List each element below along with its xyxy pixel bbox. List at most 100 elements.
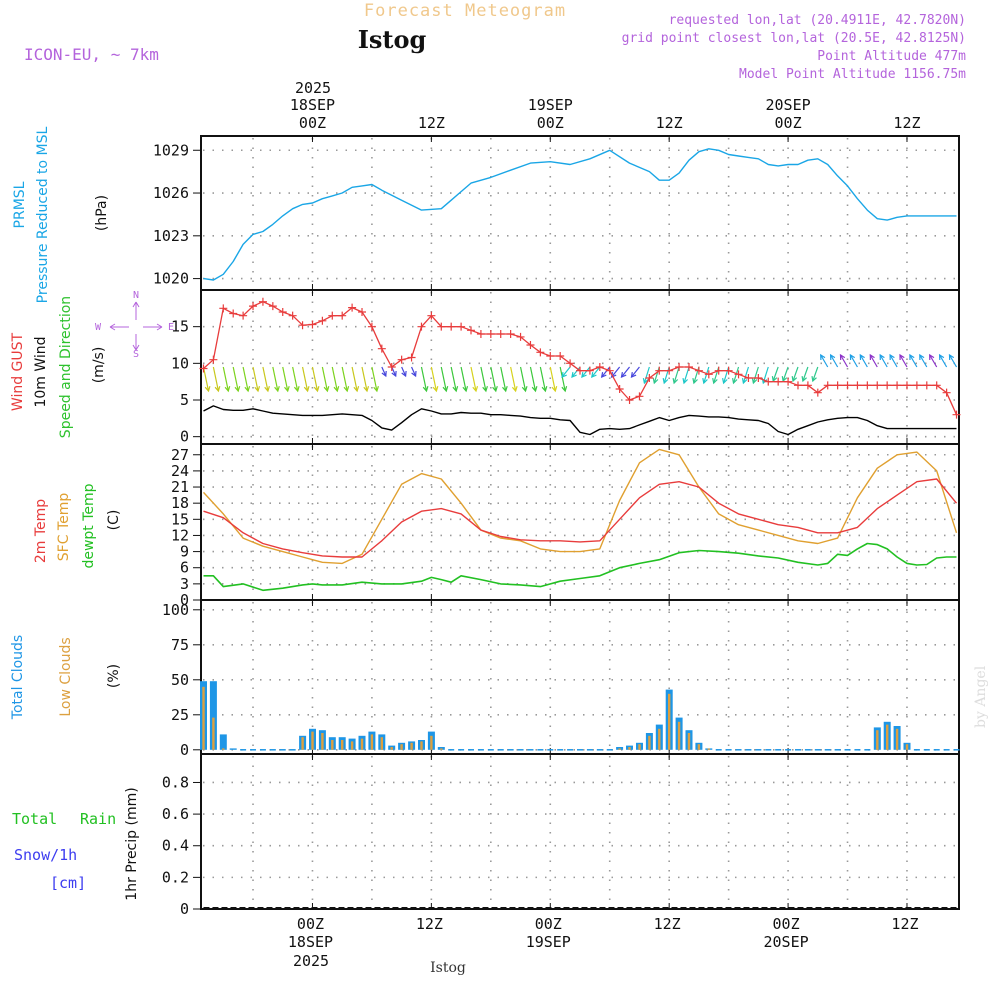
wind-gust-marker	[684, 363, 693, 371]
wind-gust-marker	[476, 330, 485, 338]
wind-direction-arrow	[840, 354, 849, 368]
low-cloud-bar	[687, 733, 691, 750]
wind-arrow-head	[214, 386, 221, 393]
wind-gust-marker	[278, 308, 287, 316]
wind-arrow-head	[801, 376, 807, 383]
y-tick-label: 0.4	[162, 837, 189, 855]
wind-arrow-head	[274, 386, 280, 393]
wind-direction-arrow	[601, 366, 611, 378]
wind-arrow-head	[630, 372, 637, 378]
wind-arrow-head	[811, 376, 817, 383]
y-tick-label: 1023	[153, 227, 189, 245]
wind-gust-marker	[209, 355, 218, 364]
wind-direction-arrow	[849, 354, 858, 368]
bottom-year-label: 2025	[293, 952, 329, 970]
wind-gust-marker	[229, 309, 238, 318]
wind-gust-marker	[813, 388, 822, 397]
wind-arrow-head	[600, 371, 607, 378]
total-cloud-bar	[229, 748, 237, 750]
temp-units: (C)	[106, 510, 122, 531]
wind-gust-marker	[457, 322, 466, 331]
wind-direction-arrow	[621, 366, 631, 378]
wind-arrow-head	[722, 377, 728, 385]
wind-speed-dir-label: Speed and Direction	[58, 296, 74, 438]
bottom-hour-label: 00Z	[297, 915, 324, 933]
wind-arrow-head	[652, 377, 659, 385]
wind-gust-marker	[536, 348, 545, 357]
wind-gust-marker	[377, 344, 386, 353]
precip-rain-label: Rain	[80, 810, 116, 828]
footer-location: Istog	[430, 960, 466, 976]
wind-direction-arrow	[673, 366, 680, 384]
low-cloud-bar	[697, 744, 701, 750]
wind-direction-arrow	[742, 366, 750, 384]
y-tick-label: 6	[180, 559, 189, 577]
wind-units: (m/s)	[91, 347, 107, 384]
low-cloud-bar	[350, 741, 354, 750]
wind-arrow-head	[521, 386, 528, 393]
pressure-label-prmsl: PRMSL	[12, 181, 28, 228]
wind-gust-marker	[764, 377, 773, 386]
wind-arrow-head	[829, 353, 836, 361]
wind-arrow-head	[234, 386, 241, 393]
sfc-temp-line	[202, 448, 958, 565]
y-tick-label: 1026	[153, 184, 189, 202]
wind-direction-arrow	[272, 366, 279, 392]
clouds-total-label: Total Clouds	[10, 635, 26, 720]
wind-arrow-head	[333, 386, 340, 393]
wind-arrow-head	[839, 353, 846, 361]
wind-speed-line	[203, 405, 957, 436]
wind-direction-arrow	[939, 354, 948, 368]
top-day-label: 19SEP	[528, 96, 573, 114]
wind-gust-marker	[566, 359, 575, 368]
low-cloud-bar	[876, 730, 879, 750]
total-cloud-bar	[219, 734, 227, 750]
wind-direction-arrow	[430, 366, 437, 392]
low-cloud-bar	[905, 744, 909, 750]
wind-arrow-head	[353, 386, 360, 393]
y-tick-label: 1020	[153, 270, 189, 288]
wind-gust-marker	[863, 381, 872, 390]
wind-gust-marker	[516, 332, 525, 341]
wind-gust-marker	[744, 374, 753, 382]
clouds-units: (%)	[106, 664, 122, 688]
y-tick-label: 15	[171, 318, 189, 336]
low-cloud-bar	[440, 748, 443, 750]
wind-direction-arrow	[752, 366, 759, 384]
bottom-hour-label: 00Z	[535, 915, 562, 933]
temp-dew-label: dewpt Temp	[81, 483, 97, 568]
wind-gust-marker	[387, 363, 396, 371]
top-hour-label: 12Z	[418, 114, 445, 132]
wind-arrow-head	[771, 376, 778, 383]
low-cloud-bar	[886, 724, 889, 750]
wind-gust-marker	[873, 381, 882, 390]
wind-arrow-head	[551, 386, 558, 393]
wind-arrow-head	[879, 353, 885, 361]
wind-gust-marker	[675, 363, 684, 371]
low-cloud-bar	[648, 735, 651, 750]
low-cloud-bar	[370, 734, 374, 750]
wind-gust-marker	[447, 322, 456, 331]
low-cloud-bar	[202, 686, 205, 750]
wind-gust-marker	[605, 366, 614, 375]
compass-north: N	[133, 290, 139, 301]
low-cloud-bar	[410, 742, 413, 750]
wind-gust-marker	[942, 388, 951, 397]
bottom-day-label: 19SEP	[526, 933, 571, 951]
pressure-units: (hPa)	[94, 195, 110, 231]
wind-gust-marker	[358, 308, 367, 316]
low-cloud-bar	[400, 744, 403, 750]
wind-arrow-head	[422, 386, 429, 393]
y-tick-label: 0	[180, 428, 189, 446]
wind-gust-marker	[298, 321, 307, 330]
y-tick-label: 0	[180, 591, 189, 609]
wind-arrow-head	[472, 386, 479, 393]
wind-gust-marker	[407, 353, 416, 362]
y-tick-label: 0.2	[162, 868, 189, 886]
low-cloud-bar	[212, 717, 215, 750]
wind-arrow-head	[909, 353, 915, 361]
wind-gust-marker	[318, 316, 327, 325]
wind-direction-arrow	[663, 366, 670, 384]
wind-gust-marker	[784, 377, 793, 386]
wind-direction-arrow	[202, 366, 210, 392]
